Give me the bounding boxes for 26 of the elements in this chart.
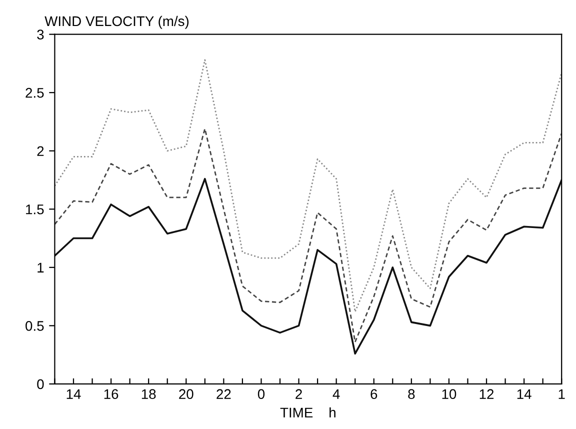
chart-title: WIND VELOCITY (m/s): [44, 16, 189, 29]
y-tick-label: 3: [37, 30, 44, 40]
y-tick-label: 0.5: [26, 321, 44, 331]
x-axis-title: TIME h: [280, 407, 336, 418]
x-tick-label: 0: [258, 389, 265, 400]
x-tick-label: 10: [442, 389, 456, 400]
line-series: [54, 128, 562, 343]
x-tick-label: 18: [142, 389, 156, 400]
x-tick-label: 12: [480, 389, 494, 399]
y-tick-label: 2.5: [26, 88, 44, 98]
x-tick-label: 16: [104, 389, 118, 400]
x-tick-label: 14: [517, 389, 532, 399]
y-tick-label: 1: [38, 262, 44, 272]
x-tick-label: 2: [296, 389, 302, 399]
x-tick-label: 1: [558, 389, 565, 399]
x-tick-label: 6: [370, 389, 378, 400]
line-series: [54, 59, 562, 312]
y-tick-label: 1.5: [26, 204, 44, 214]
x-tick-label: 22: [216, 389, 231, 399]
line-series: [54, 178, 562, 355]
x-tick-label: 14: [66, 389, 81, 399]
x-tick-label: 4: [332, 389, 340, 399]
x-tick-label: 20: [179, 389, 194, 400]
y-tick-label: 0: [37, 379, 44, 390]
y-tick-label: 2: [37, 146, 44, 156]
x-tick-label: 8: [408, 389, 415, 400]
